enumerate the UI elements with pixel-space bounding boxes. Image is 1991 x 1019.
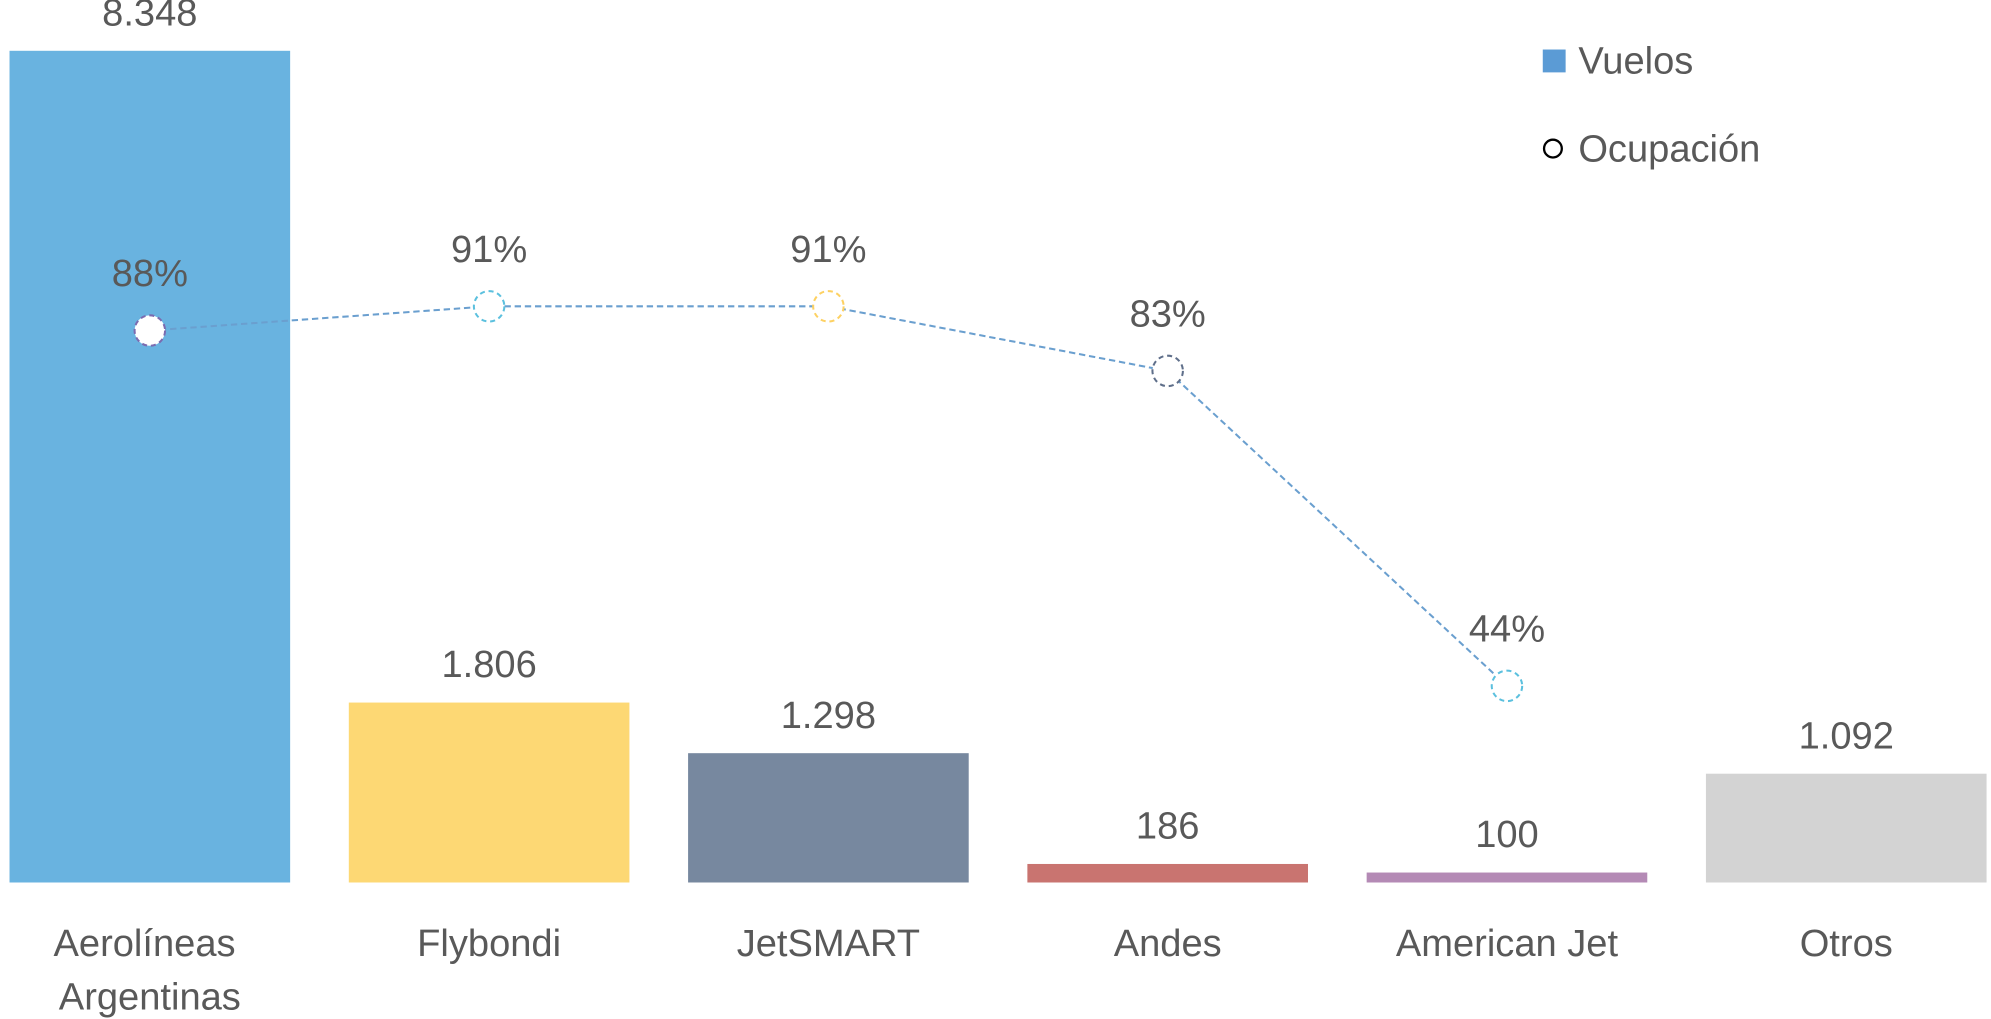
data-label: 44%: [1469, 608, 1545, 650]
bar: [688, 753, 969, 883]
line-marker: [812, 290, 845, 323]
legend-swatch: [1542, 49, 1566, 73]
data-label: 1.806: [441, 644, 536, 686]
bar: [1366, 872, 1648, 883]
data-label: 1.298: [781, 695, 876, 737]
line-marker: [1490, 669, 1524, 703]
bar: [1705, 773, 1987, 883]
data-label: 91%: [790, 229, 866, 271]
x-tick-label: Flybondi: [417, 923, 561, 965]
x-tick-label: Otros: [1800, 923, 1893, 965]
line-marker: [133, 314, 167, 347]
data-label: 88%: [112, 253, 188, 295]
x-tick-label: American Jet: [1396, 923, 1619, 965]
bar: [1027, 863, 1308, 883]
bar: [9, 50, 291, 883]
legend-label: Ocupación: [1578, 128, 1760, 170]
data-label: 186: [1136, 806, 1200, 848]
data-label: 1.092: [1799, 715, 1894, 757]
legend-label: Vuelos: [1578, 41, 1693, 83]
x-tick-label: Andes: [1114, 923, 1222, 965]
bar: [348, 702, 630, 883]
legend-swatch: [1542, 138, 1563, 159]
data-label: 8.348: [102, 0, 197, 34]
line-marker: [1151, 354, 1184, 388]
x-tick-label: Aerolíneas Argentinas: [54, 923, 247, 1018]
x-tick-label: JetSMART: [737, 923, 920, 965]
data-label: 83%: [1130, 293, 1206, 335]
line: [149, 305, 1508, 687]
line-marker: [472, 290, 506, 323]
data-label: 91%: [451, 229, 527, 271]
data-label: 100: [1475, 814, 1539, 856]
